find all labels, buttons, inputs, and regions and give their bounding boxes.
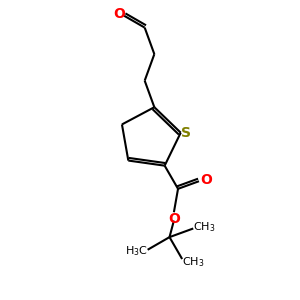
Text: CH$_3$: CH$_3$: [182, 255, 205, 269]
Text: CH$_3$: CH$_3$: [193, 220, 216, 234]
Text: O: O: [200, 173, 212, 187]
Text: O: O: [114, 7, 126, 21]
Text: H$_3$C: H$_3$C: [125, 244, 148, 258]
Text: S: S: [181, 126, 191, 140]
Text: O: O: [168, 212, 180, 226]
